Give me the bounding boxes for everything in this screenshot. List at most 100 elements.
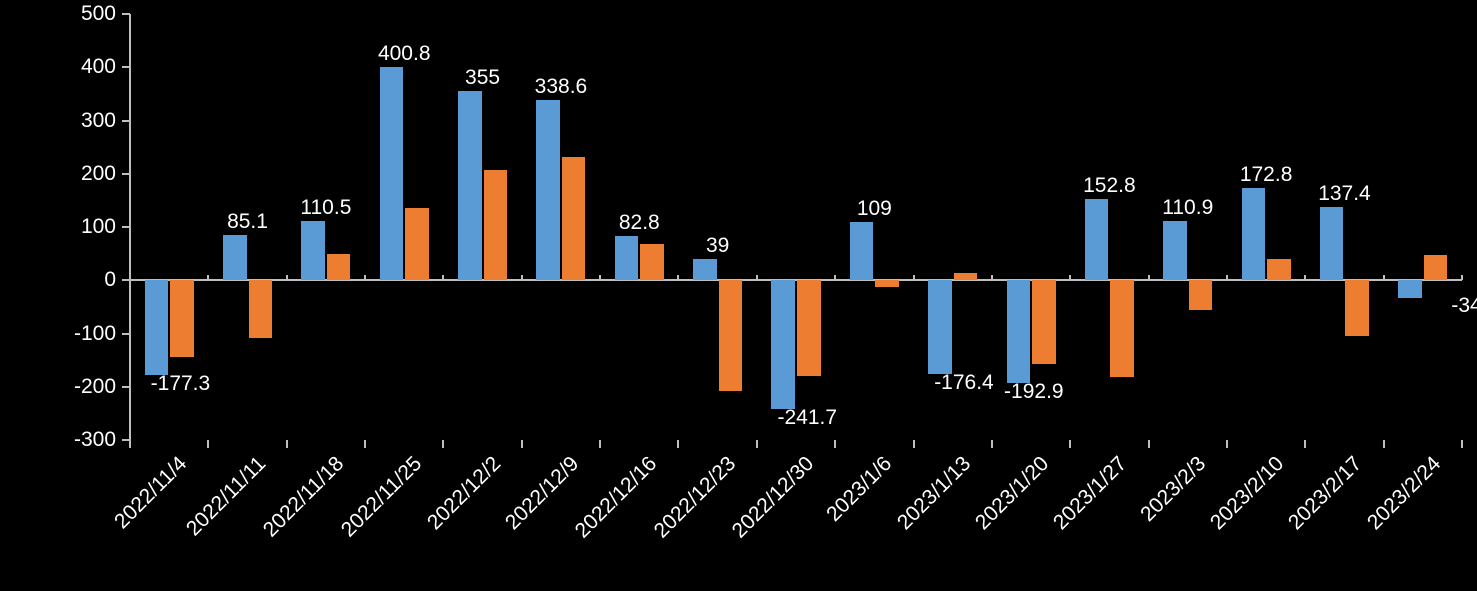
series-2-bar	[1189, 280, 1213, 309]
data-label: 355	[465, 66, 500, 90]
x-major-tick	[677, 440, 679, 448]
x-major-tick	[207, 440, 209, 448]
x-minor-tick	[521, 275, 523, 280]
series-1-bar	[928, 280, 952, 374]
y-tick-label: 500	[0, 2, 116, 26]
x-major-tick	[1461, 440, 1463, 448]
data-label: -34.1	[1451, 294, 1477, 318]
data-label: -177.3	[151, 372, 211, 396]
series-2-bar	[1424, 255, 1448, 281]
series-2-bar	[405, 208, 429, 280]
x-major-tick	[599, 440, 601, 448]
x-minor-tick	[129, 275, 131, 280]
y-tick-label: 0	[0, 268, 116, 292]
data-label: 39	[706, 234, 729, 258]
series-1-bar	[1398, 280, 1422, 298]
data-label: 110.5	[300, 196, 351, 220]
x-major-tick	[834, 440, 836, 448]
series-2-bar	[875, 280, 899, 287]
data-label: 172.8	[1240, 163, 1293, 187]
x-minor-tick	[1383, 275, 1385, 280]
x-major-tick	[1226, 440, 1228, 448]
series-2-bar	[954, 273, 978, 280]
y-tick	[122, 386, 130, 388]
series-1-bar	[301, 221, 325, 280]
x-major-tick	[1383, 440, 1385, 448]
x-major-tick	[756, 440, 758, 448]
x-minor-tick	[286, 275, 288, 280]
series-2-bar	[562, 157, 586, 281]
x-minor-tick	[1461, 275, 1463, 280]
series-1-bar	[771, 280, 795, 409]
y-tick	[122, 120, 130, 122]
x-minor-tick	[756, 275, 758, 280]
x-major-tick	[1304, 440, 1306, 448]
data-label: 152.8	[1083, 174, 1136, 198]
y-tick	[122, 13, 130, 15]
x-minor-tick	[991, 275, 993, 280]
y-tick	[122, 226, 130, 228]
x-minor-tick	[1304, 275, 1306, 280]
x-minor-tick	[207, 275, 209, 280]
x-minor-tick	[1226, 275, 1228, 280]
data-label: 82.8	[619, 211, 660, 235]
data-label: 137.4	[1318, 182, 1371, 206]
y-tick	[122, 66, 130, 68]
x-major-tick	[913, 440, 915, 448]
series-1-bar	[536, 100, 560, 280]
x-minor-tick	[364, 275, 366, 280]
series-1-bar	[1320, 207, 1344, 280]
x-major-tick	[442, 440, 444, 448]
series-2-bar	[797, 280, 821, 376]
y-tick-label: 200	[0, 162, 116, 186]
data-label: -192.9	[1004, 380, 1064, 404]
series-1-bar	[1242, 188, 1266, 280]
data-label: -176.4	[934, 371, 994, 395]
series-2-bar	[327, 254, 351, 281]
data-label: 338.6	[535, 75, 588, 99]
x-minor-tick	[834, 275, 836, 280]
data-label: 109	[857, 197, 892, 221]
y-tick-label: -100	[0, 322, 116, 346]
x-minor-tick	[913, 275, 915, 280]
series-2-bar	[170, 280, 194, 357]
y-tick-label: -200	[0, 375, 116, 399]
x-minor-tick	[1148, 275, 1150, 280]
series-1-bar	[380, 67, 404, 280]
x-minor-tick	[1069, 275, 1071, 280]
series-1-bar	[615, 236, 639, 280]
x-major-tick	[129, 440, 131, 448]
data-label: -241.7	[777, 406, 837, 430]
data-label: 85.1	[227, 210, 268, 234]
series-1-bar	[693, 259, 717, 280]
x-major-tick	[521, 440, 523, 448]
y-tick-label: 300	[0, 109, 116, 133]
x-major-tick	[991, 440, 993, 448]
y-tick	[122, 173, 130, 175]
y-tick-label: -300	[0, 428, 116, 452]
series-2-bar	[1267, 259, 1291, 280]
data-label: 400.8	[378, 42, 431, 66]
x-major-tick	[286, 440, 288, 448]
series-1-bar	[850, 222, 874, 280]
series-2-bar	[1345, 280, 1369, 336]
data-label: 110.9	[1162, 196, 1213, 220]
y-tick-label: 100	[0, 215, 116, 239]
series-1-bar	[1085, 199, 1109, 280]
grouped-bar-chart: -300-200-1000100200300400500 2022/11/420…	[0, 0, 1477, 591]
series-1-bar	[458, 91, 482, 280]
series-1-bar	[1163, 221, 1187, 280]
x-minor-tick	[677, 275, 679, 280]
y-tick-label: 400	[0, 55, 116, 79]
series-1-bar	[145, 280, 169, 374]
x-minor-tick	[442, 275, 444, 280]
x-minor-tick	[599, 275, 601, 280]
x-major-tick	[1069, 440, 1071, 448]
series-2-bar	[1032, 280, 1056, 364]
series-2-bar	[484, 170, 508, 280]
series-1-bar	[223, 235, 247, 280]
y-tick	[122, 333, 130, 335]
series-1-bar	[1007, 280, 1031, 383]
series-2-bar	[249, 280, 273, 338]
x-major-tick	[364, 440, 366, 448]
